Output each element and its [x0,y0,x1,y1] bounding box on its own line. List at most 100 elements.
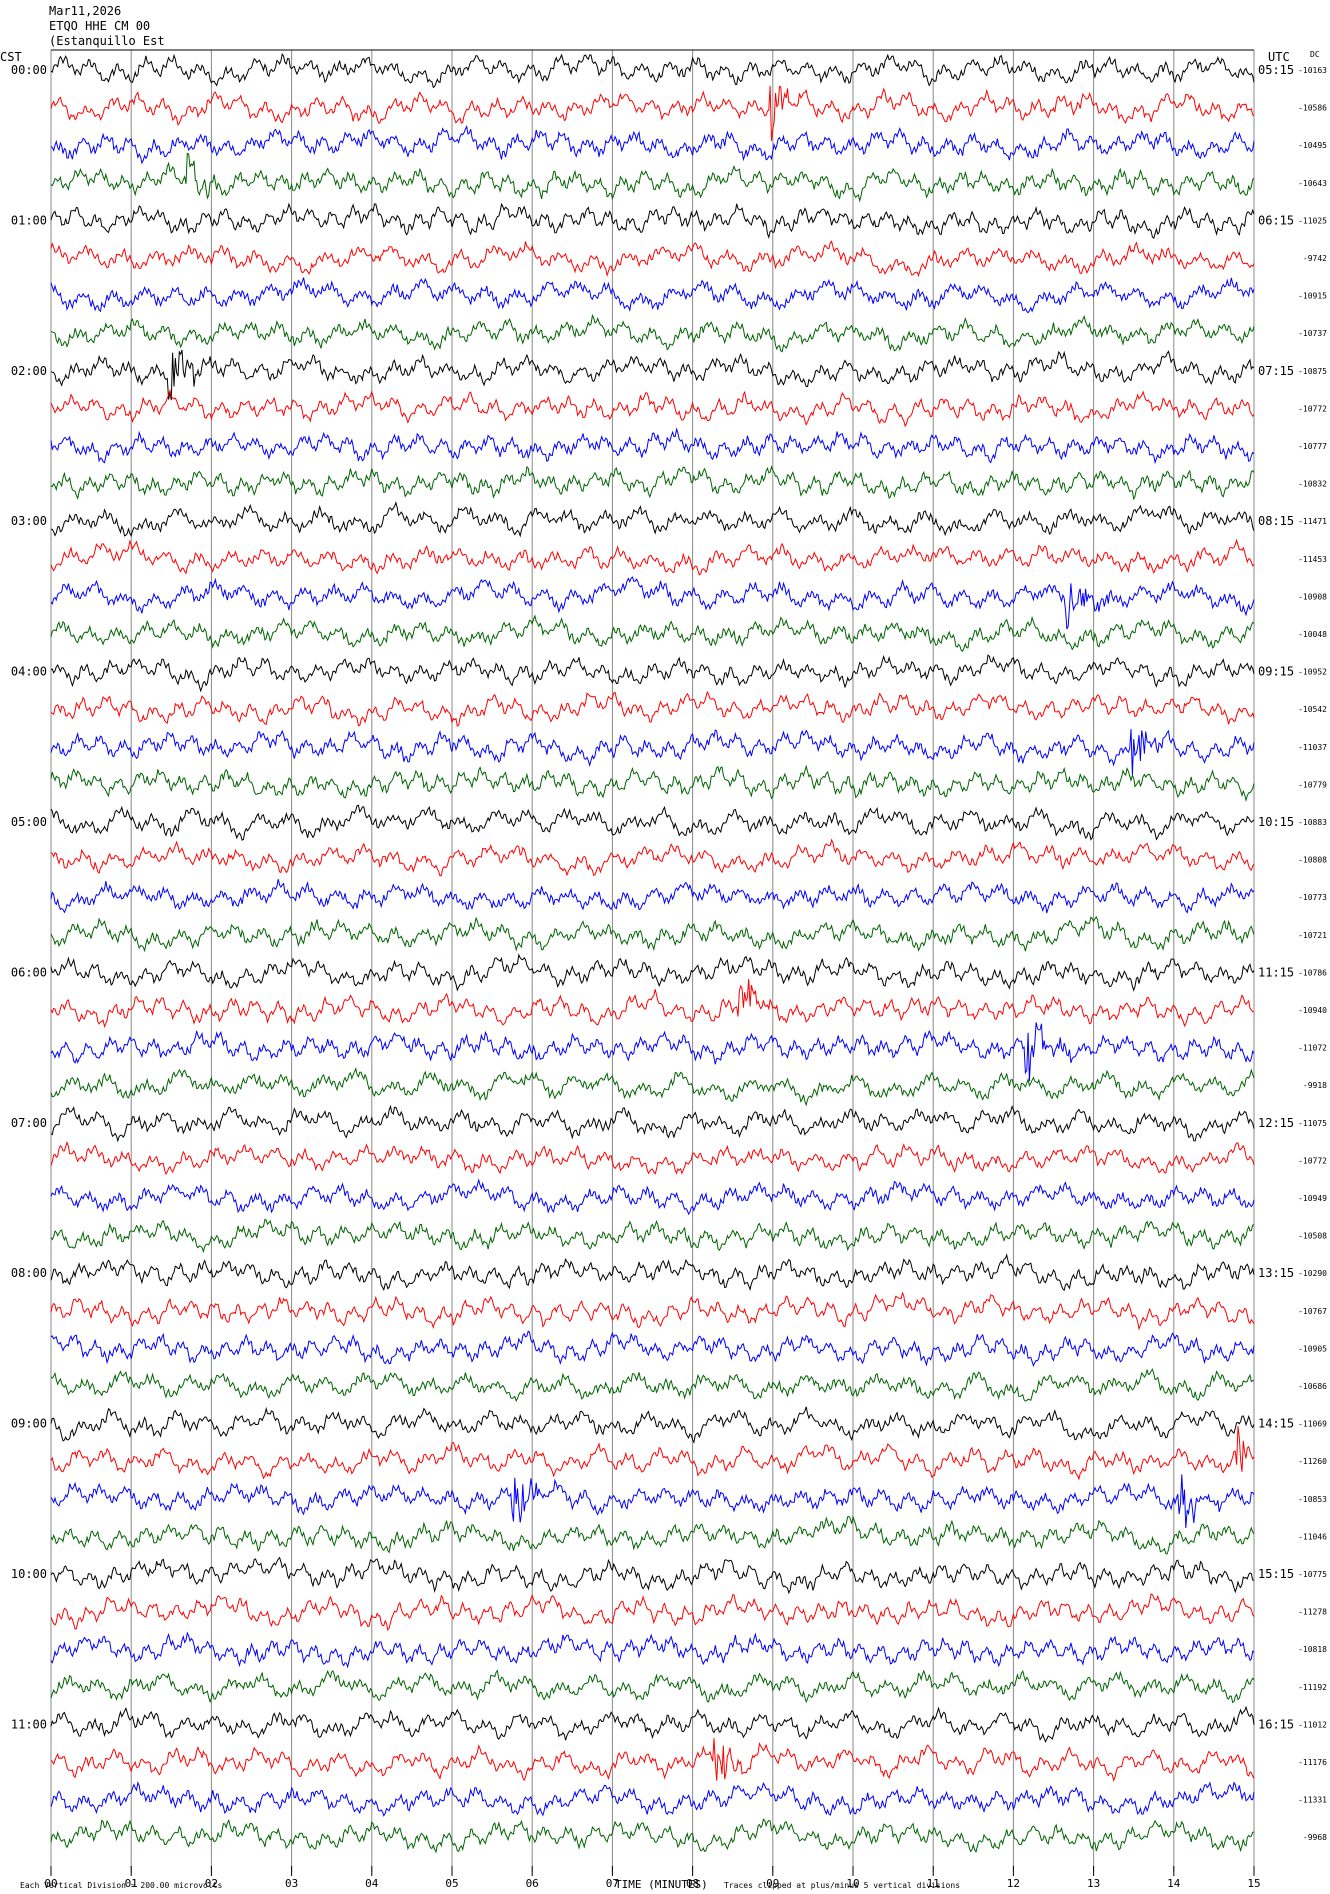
dc-offset-label: -10721 [1298,931,1327,940]
dc-offset-label: -10767 [1298,1307,1327,1316]
dc-offset-label: -10875 [1298,367,1327,376]
x-tick-label: 01 [125,1877,138,1890]
dc-offset-label: -9968 [1303,1833,1327,1842]
dc-offset-label: -11075 [1298,1119,1327,1128]
trace-line [50,1406,1255,1444]
trace-line [50,1669,1255,1704]
x-tick-label: 12 [1007,1877,1020,1890]
dc-offset-label: -10808 [1298,856,1327,865]
dc-offset-label: -10786 [1298,968,1327,977]
x-tick-label: 10 [846,1877,859,1890]
dc-offset-label: -10908 [1298,592,1327,601]
dc-offset-label: -11037 [1298,743,1327,752]
cst-hour-label: 03:00 [11,514,47,528]
dc-offset-label: -10048 [1298,630,1327,639]
dc-offset-label: -11278 [1298,1608,1327,1617]
utc-hour-label: 05:15 [1258,63,1294,77]
x-tick-label: 04 [365,1877,379,1890]
trace-line [50,125,1255,165]
cst-hour-label: 10:00 [11,1567,47,1581]
dc-offset-label: -10779 [1298,780,1327,789]
utc-hour-label: 12:15 [1258,1116,1294,1130]
x-tick-label: 09 [766,1877,779,1890]
utc-hour-label: 14:15 [1258,1417,1294,1431]
x-tick-label: 02 [205,1877,218,1890]
utc-hour-label: 13:15 [1258,1266,1294,1280]
dc-offset-label: -10952 [1298,668,1327,677]
trace-line [50,804,1255,841]
trace-line [50,654,1255,693]
dc-offset-label: -10163 [1298,66,1327,75]
trace-line [50,978,1255,1028]
trace-line [50,879,1255,914]
x-tick-label: 05 [445,1877,458,1890]
dc-offset-label: -10495 [1298,141,1327,150]
utc-hour-label: 11:15 [1258,965,1294,979]
trace-line [50,1066,1255,1107]
trace-line [50,1514,1255,1555]
dc-offset-label: -11260 [1298,1457,1327,1466]
dc-offset-label: -10949 [1298,1194,1327,1203]
trace-line [50,953,1255,992]
dc-offset-label: -10775 [1298,1570,1327,1579]
trace-line [50,1104,1255,1143]
trace-line [50,1022,1255,1082]
utc-hour-label: 08:15 [1258,514,1294,528]
cst-hour-label: 06:00 [11,965,47,979]
cst-hour-label: 05:00 [11,815,47,829]
dc-offset-label: -10508 [1298,1232,1327,1241]
trace-line [50,202,1255,240]
x-tick-label: 14 [1167,1877,1181,1890]
utc-hour-label: 07:15 [1258,364,1294,378]
utc-hour-label: 15:15 [1258,1567,1294,1581]
dc-offset-label: -10737 [1298,329,1327,338]
dc-offset-label: -10772 [1298,1156,1327,1165]
trace-line [50,1291,1255,1331]
x-axis-title: TIME (MINUTES) [615,1878,708,1891]
dc-offset-label: -11025 [1298,216,1327,225]
trace-line [50,1140,1255,1176]
trace-line [50,1178,1255,1216]
trace-line [50,313,1255,353]
cst-hour-label: 07:00 [11,1116,47,1130]
x-tick-label: 11 [927,1877,940,1890]
dc-offset-label: -10883 [1298,818,1327,827]
scale-note: Each Vertical Division = 200.00 microvol… [20,1881,223,1890]
trace-line [50,1705,1255,1743]
trace-line [50,614,1255,652]
dc-offset-label: -11176 [1298,1758,1327,1767]
dc-offset-label: -10777 [1298,442,1327,451]
trace-line [50,1631,1255,1669]
dc-offset-labels: -10163 -10586 -10495 -10643 -11025 -9742 -1091… [1298,66,1327,1842]
dc-offset-label: -10853 [1298,1495,1327,1504]
utc-hour-label: 10:15 [1258,815,1294,829]
trace-line [50,1818,1255,1854]
trace-line [50,729,1255,776]
x-tick-label: 15 [1247,1877,1260,1890]
dc-offset-label: -10773 [1298,893,1327,902]
utc-label: UTC [1268,50,1290,64]
trace-line [50,1556,1255,1595]
dc-offset-label: -9742 [1303,254,1327,263]
x-tick-label: 07 [606,1877,619,1890]
dc-offset-label: -11192 [1298,1683,1327,1692]
trace-line [50,690,1255,727]
station-label: (Estanquillo Est [49,34,165,48]
cst-hour-label: 11:00 [11,1717,47,1731]
dc-offset-label: -10940 [1298,1006,1327,1015]
dc-offset-label: -11471 [1298,517,1327,526]
trace-line [50,388,1255,428]
dc-offset-label: -10832 [1298,480,1327,489]
cst-hour-labels: 00:00 01:00 02:00 03:00 04:00 05:00 06:00 07:00… [11,63,47,1731]
trace-line [50,538,1255,576]
dc-offset-label: -10542 [1298,705,1327,714]
dc-offset-label: -10290 [1298,1269,1327,1278]
cst-hour-label: 08:00 [11,1266,47,1280]
trace-line [50,1738,1255,1783]
minute-gridlines [50,49,1255,1872]
trace-line [50,915,1255,953]
dc-offset-label: -11453 [1298,555,1327,564]
trace-line [50,576,1255,630]
dc-offset-label: -10905 [1298,1344,1327,1353]
